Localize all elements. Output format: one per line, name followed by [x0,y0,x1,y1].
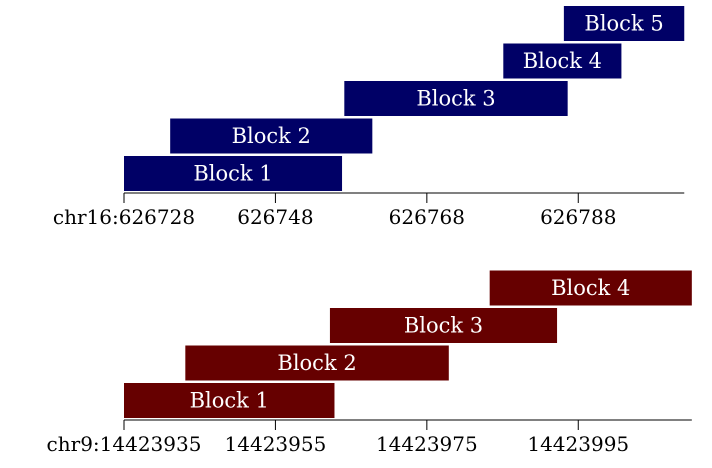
x-tick-label: chr9:14423935 [47,432,202,456]
x-tick-label: 626768 [389,205,465,229]
x-tick-label: chr16:626728 [53,205,195,229]
block-label-2: Block 2 [277,351,356,375]
x-tick-label: 14423975 [376,432,478,456]
x-tick-label: 626788 [540,205,616,229]
x-tick-label: 14423955 [225,432,327,456]
chr16-blocks-panel: chr16:626728 626748 626768 626788 Block 1 Blo… [53,6,685,229]
block-label-4: Block 4 [523,49,602,73]
block-bar-1 [124,383,335,418]
block-label-3: Block 3 [416,87,495,111]
block-bar-1 [124,156,343,191]
block-bar-2 [170,118,373,154]
block-label-2: Block 2 [232,124,311,148]
block-bar-4 [503,43,622,79]
block-label-4: Block 4 [551,276,630,300]
chr9-blocks-panel: chr9:14423935 14423955 14423975 14423995 Blo… [47,270,692,456]
x-tick-label: 626748 [237,205,313,229]
x-tick-label: 14423995 [527,432,629,456]
block-bar-2 [185,345,449,381]
block-label-5: Block 5 [584,12,663,36]
block-label-1: Block 1 [193,162,272,186]
block-bar-4 [489,270,692,306]
block-bar-5 [563,6,685,41]
block-bar-3 [344,81,568,116]
block-label-1: Block 1 [190,389,269,413]
block-label-3: Block 3 [404,314,483,338]
block-bar-3 [329,308,558,343]
